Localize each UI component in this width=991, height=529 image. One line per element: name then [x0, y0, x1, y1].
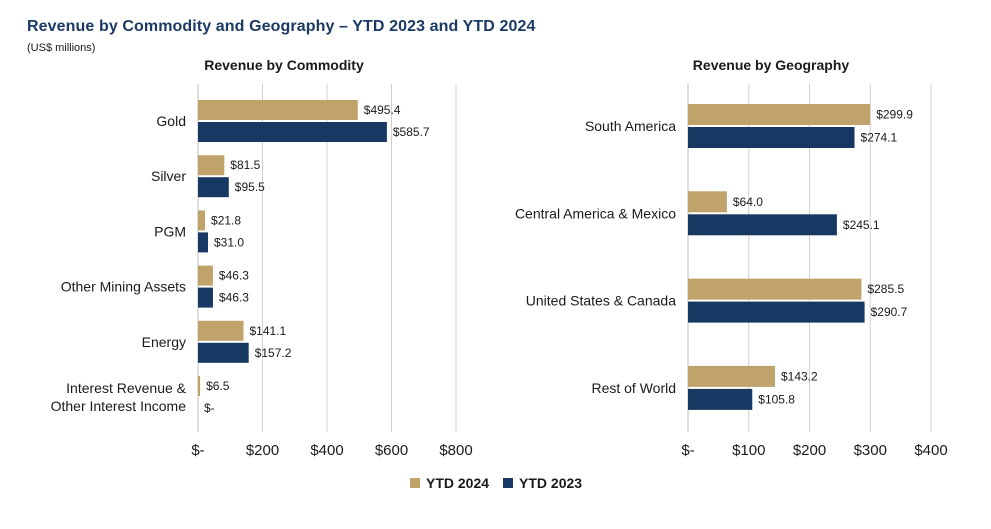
- category-label-interest-revenue-and-other-interest-income-line-2: Other Interest Income: [51, 398, 187, 414]
- legend-swatch-ytd-2023: [503, 478, 514, 488]
- legend-swatch-ytd-2024: [410, 478, 420, 488]
- data-label-pgm-ytd-2023: $31.0: [214, 235, 244, 249]
- bar-rest-of-world-ytd-2023: [688, 388, 753, 410]
- bar-south-america-ytd-2024: [688, 104, 871, 125]
- category-label-united-states-and-canada: United States & Canada: [526, 293, 676, 309]
- category-label-other-mining-assets: Other Mining Assets: [61, 279, 186, 295]
- panel-title-revenue-by-commodity: Revenue by Commodity: [204, 57, 364, 73]
- data-label-central-america-and-mexico-ytd-2024: $64.0: [733, 195, 763, 209]
- data-label-united-states-and-canada-ytd-2024: $285.5: [867, 282, 904, 296]
- data-label-silver-ytd-2023: $95.5: [235, 180, 265, 194]
- data-label-silver-ytd-2024: $81.5: [230, 158, 260, 172]
- x-tick-label: $300: [854, 442, 887, 459]
- legend: YTD 2024 YTD 2023: [410, 475, 596, 491]
- x-tick-label: $400: [914, 442, 947, 459]
- data-label-other-mining-assets-ytd-2024: $46.3: [219, 269, 249, 283]
- bar-other-mining-assets-ytd-2023: [198, 287, 213, 308]
- bar-rest-of-world-ytd-2024: [688, 365, 775, 387]
- x-tick-label: $800: [439, 442, 472, 459]
- bar-pgm-ytd-2023: [198, 232, 208, 253]
- page-title: Revenue by Commodity and Geography – YTD…: [27, 18, 536, 35]
- page-subtitle: (US$ millions): [27, 42, 96, 54]
- bar-united-states-and-canada-ytd-2023: [688, 301, 865, 323]
- category-label-interest-revenue-and-other-interest-income-line-1: Interest Revenue &: [66, 380, 187, 396]
- bar-silver-ytd-2024: [198, 155, 225, 176]
- category-label-central-america-and-mexico: Central America & Mexico: [515, 205, 676, 221]
- category-label-pgm: PGM: [154, 223, 186, 239]
- data-label-interest-revenue-and-other-interest-income-ytd-2023: $-: [204, 401, 215, 415]
- bar-united-states-and-canada-ytd-2024: [688, 278, 862, 300]
- category-label-gold: Gold: [156, 113, 186, 129]
- data-label-energy-ytd-2023: $157.2: [255, 346, 292, 360]
- bar-other-mining-assets-ytd-2024: [198, 265, 213, 286]
- x-tick-label: $200: [793, 442, 826, 459]
- data-label-gold-ytd-2023: $585.7: [393, 125, 430, 139]
- x-tick-label: $200: [246, 442, 279, 459]
- category-label-rest-of-world: Rest of World: [591, 380, 676, 396]
- bar-silver-ytd-2023: [198, 177, 229, 198]
- x-tick-label: $100: [732, 442, 765, 459]
- data-label-energy-ytd-2024: $141.1: [250, 324, 287, 338]
- bar-pgm-ytd-2024: [198, 210, 206, 231]
- data-label-other-mining-assets-ytd-2023: $46.3: [219, 291, 249, 305]
- category-label-silver: Silver: [151, 168, 186, 184]
- data-label-south-america-ytd-2023: $274.1: [861, 131, 898, 145]
- data-label-united-states-and-canada-ytd-2023: $290.7: [871, 305, 908, 319]
- data-label-pgm-ytd-2024: $21.8: [211, 213, 241, 227]
- category-label-energy: Energy: [142, 334, 186, 350]
- bar-south-america-ytd-2023: [688, 127, 855, 148]
- bar-gold-ytd-2023: [198, 122, 387, 142]
- data-label-gold-ytd-2024: $495.4: [364, 103, 401, 117]
- legend-label-ytd-2024: YTD 2024: [426, 475, 490, 491]
- legend-item-ytd-2023: YTD 2023: [503, 475, 582, 491]
- bar-energy-ytd-2024: [198, 320, 244, 341]
- x-tick-label: $400: [310, 442, 343, 459]
- panel-title-revenue-by-geography: Revenue by Geography: [693, 57, 850, 73]
- legend-item-ytd-2024: YTD 2024: [410, 475, 489, 491]
- data-label-rest-of-world-ytd-2024: $143.2: [781, 369, 818, 383]
- x-tick-label: $-: [191, 442, 204, 459]
- category-label-south-america: South America: [585, 118, 676, 134]
- x-tick-label: $600: [375, 442, 408, 459]
- bar-energy-ytd-2023: [198, 342, 249, 363]
- data-label-central-america-and-mexico-ytd-2023: $245.1: [843, 218, 880, 232]
- bar-interest-revenue-and-other-interest-income-ytd-2024: [198, 376, 201, 396]
- bar-gold-ytd-2024: [198, 100, 358, 120]
- legend-label-ytd-2023: YTD 2023: [519, 475, 583, 491]
- x-tick-label: $-: [681, 442, 694, 459]
- data-label-south-america-ytd-2024: $299.9: [876, 108, 913, 122]
- data-label-rest-of-world-ytd-2023: $105.8: [758, 392, 795, 406]
- data-label-interest-revenue-and-other-interest-income-ytd-2024: $6.5: [206, 379, 230, 393]
- bar-central-america-and-mexico-ytd-2024: [688, 191, 727, 213]
- bar-central-america-and-mexico-ytd-2023: [688, 214, 837, 236]
